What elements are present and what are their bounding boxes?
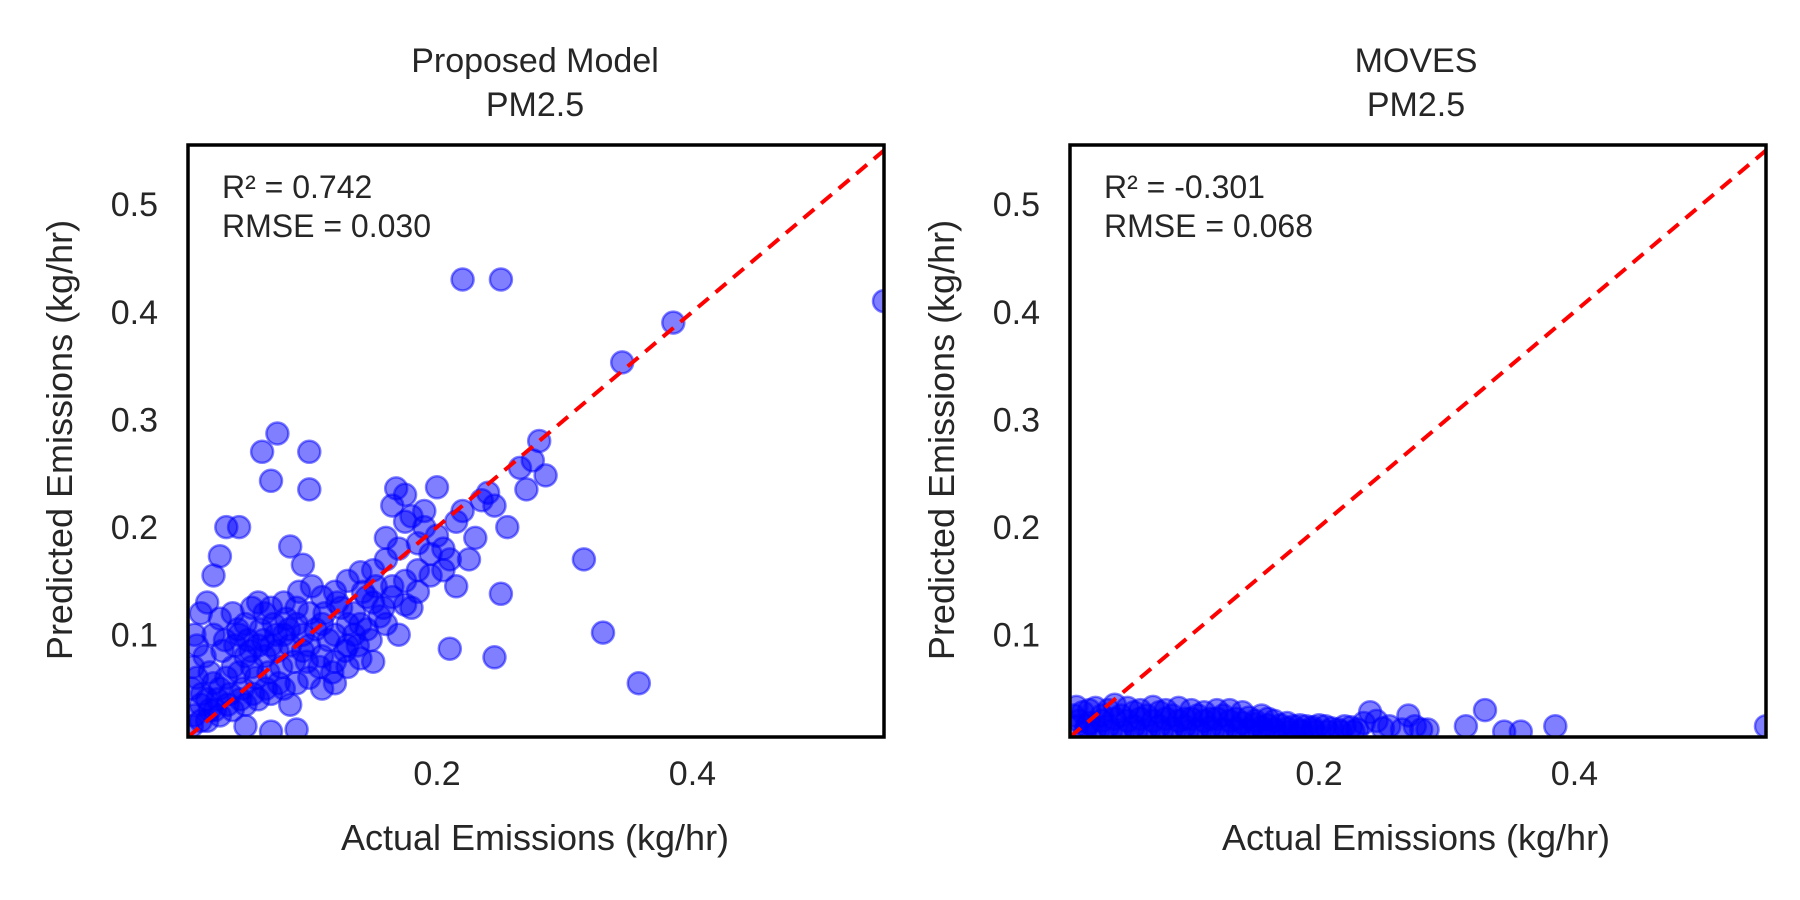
- data-point: [226, 514, 252, 540]
- x-tick-label: 0.4: [669, 755, 716, 793]
- data-point: [188, 633, 210, 658]
- panel1-title-line1: Proposed Model: [411, 42, 659, 80]
- y-tick-label: 0.1: [111, 617, 158, 655]
- x-tick-label: 0.4: [1551, 755, 1598, 793]
- data-point: [488, 581, 514, 607]
- data-point: [258, 468, 284, 494]
- data-point: [443, 574, 469, 599]
- data-point: [380, 584, 405, 610]
- data-point: [290, 552, 316, 578]
- panel2-x-axis-label: Actual Emissions (kg/hr): [1222, 817, 1610, 858]
- data-point: [507, 455, 533, 481]
- data-point: [533, 463, 558, 488]
- data-point: [277, 534, 303, 559]
- data-point: [482, 645, 507, 670]
- data-point: [294, 649, 320, 674]
- y-tick-label: 0.4: [993, 294, 1040, 332]
- data-point: [437, 547, 463, 572]
- panel1-r2-annotation: R² = 0.742: [222, 169, 372, 205]
- panel2-y-ticks: 0.1 0.2 0.3 0.4 0.5: [993, 186, 1040, 655]
- y-tick-label: 0.5: [111, 186, 158, 224]
- data-point: [514, 477, 539, 502]
- data-point: [418, 563, 443, 588]
- data-point: [297, 477, 322, 502]
- data-point: [276, 617, 302, 642]
- data-point: [571, 547, 597, 572]
- data-point: [194, 590, 220, 615]
- data-point: [380, 493, 405, 518]
- data-point: [1472, 697, 1498, 723]
- panel1-rmse-annotation: RMSE = 0.030: [222, 208, 431, 244]
- panel2-y-axis-label: Predicted Emissions (kg/hr): [921, 220, 962, 660]
- data-point: [1453, 713, 1479, 737]
- y-tick-label: 0.4: [111, 294, 158, 332]
- data-point: [1753, 713, 1766, 737]
- y-tick-label: 0.3: [111, 401, 158, 439]
- panel2-plot-frame: [1068, 143, 1768, 739]
- y-tick-label: 0.3: [993, 401, 1040, 439]
- data-point: [495, 514, 520, 540]
- data-point: [265, 421, 290, 446]
- data-point: [437, 636, 463, 661]
- panel1-title-line2: PM2.5: [486, 86, 584, 124]
- panel1-y-axis-label: Predicted Emissions (kg/hr): [39, 220, 80, 660]
- data-point: [386, 536, 411, 561]
- data-point: [424, 475, 450, 500]
- data-point: [463, 525, 488, 551]
- panel1-reference-line: [186, 148, 886, 739]
- panel2-x-ticks: 0.2 0.4: [1295, 755, 1598, 793]
- data-point: [590, 620, 616, 645]
- panel2-reference-line: [1068, 148, 1768, 739]
- data-point: [258, 719, 284, 737]
- data-point: [1341, 719, 1366, 737]
- data-point: [1508, 719, 1534, 737]
- y-tick-label: 0.1: [993, 617, 1040, 655]
- data-point: [1543, 713, 1568, 737]
- data-point: [386, 622, 411, 647]
- panel1-x-axis-label: Actual Emissions (kg/hr): [341, 817, 729, 858]
- x-tick-label: 0.2: [1295, 755, 1342, 793]
- y-tick-label: 0.2: [111, 509, 158, 547]
- y-tick-label: 0.2: [993, 509, 1040, 547]
- data-point: [482, 493, 507, 518]
- panel-proposed-model: Proposed Model PM2.5 0.2 0.4 0.1 0.2 0.3 0.4…: [39, 42, 886, 858]
- panel2-title-line1: MOVES: [1355, 42, 1478, 80]
- panel2-r2-annotation: R² = -0.301: [1104, 169, 1265, 205]
- data-point: [299, 574, 325, 599]
- x-tick-label: 0.2: [413, 755, 460, 793]
- panel1-plot-frame: [186, 143, 886, 739]
- data-point: [450, 267, 475, 292]
- data-point: [488, 267, 514, 292]
- data-point: [201, 563, 226, 588]
- panel-moves: MOVES PM2.5 0.2 0.4 0.1 0.2 0.3 0.4 0.5 R² = …: [921, 42, 1768, 858]
- data-point: [871, 288, 884, 314]
- data-point: [249, 439, 275, 465]
- data-point: [341, 622, 367, 647]
- data-point: [197, 660, 222, 685]
- data-point: [661, 310, 686, 335]
- data-point: [626, 670, 652, 696]
- panel1-x-ticks: 0.2 0.4: [413, 755, 716, 793]
- panel2-points: [1070, 692, 1766, 737]
- data-point: [277, 692, 303, 717]
- panel1-points: [188, 267, 884, 737]
- panel1-y-ticks: 0.1 0.2 0.3 0.4 0.5: [111, 186, 158, 655]
- data-point: [450, 498, 475, 524]
- data-point: [189, 681, 215, 707]
- panel2-rmse-annotation: RMSE = 0.068: [1104, 208, 1313, 244]
- data-point: [284, 717, 309, 737]
- data-point: [202, 697, 228, 723]
- data-point: [225, 617, 251, 642]
- y-tick-label: 0.5: [993, 186, 1040, 224]
- data-point: [233, 713, 258, 737]
- data-point: [412, 498, 437, 524]
- data-point: [297, 439, 322, 465]
- panel2-title-line2: PM2.5: [1367, 86, 1465, 124]
